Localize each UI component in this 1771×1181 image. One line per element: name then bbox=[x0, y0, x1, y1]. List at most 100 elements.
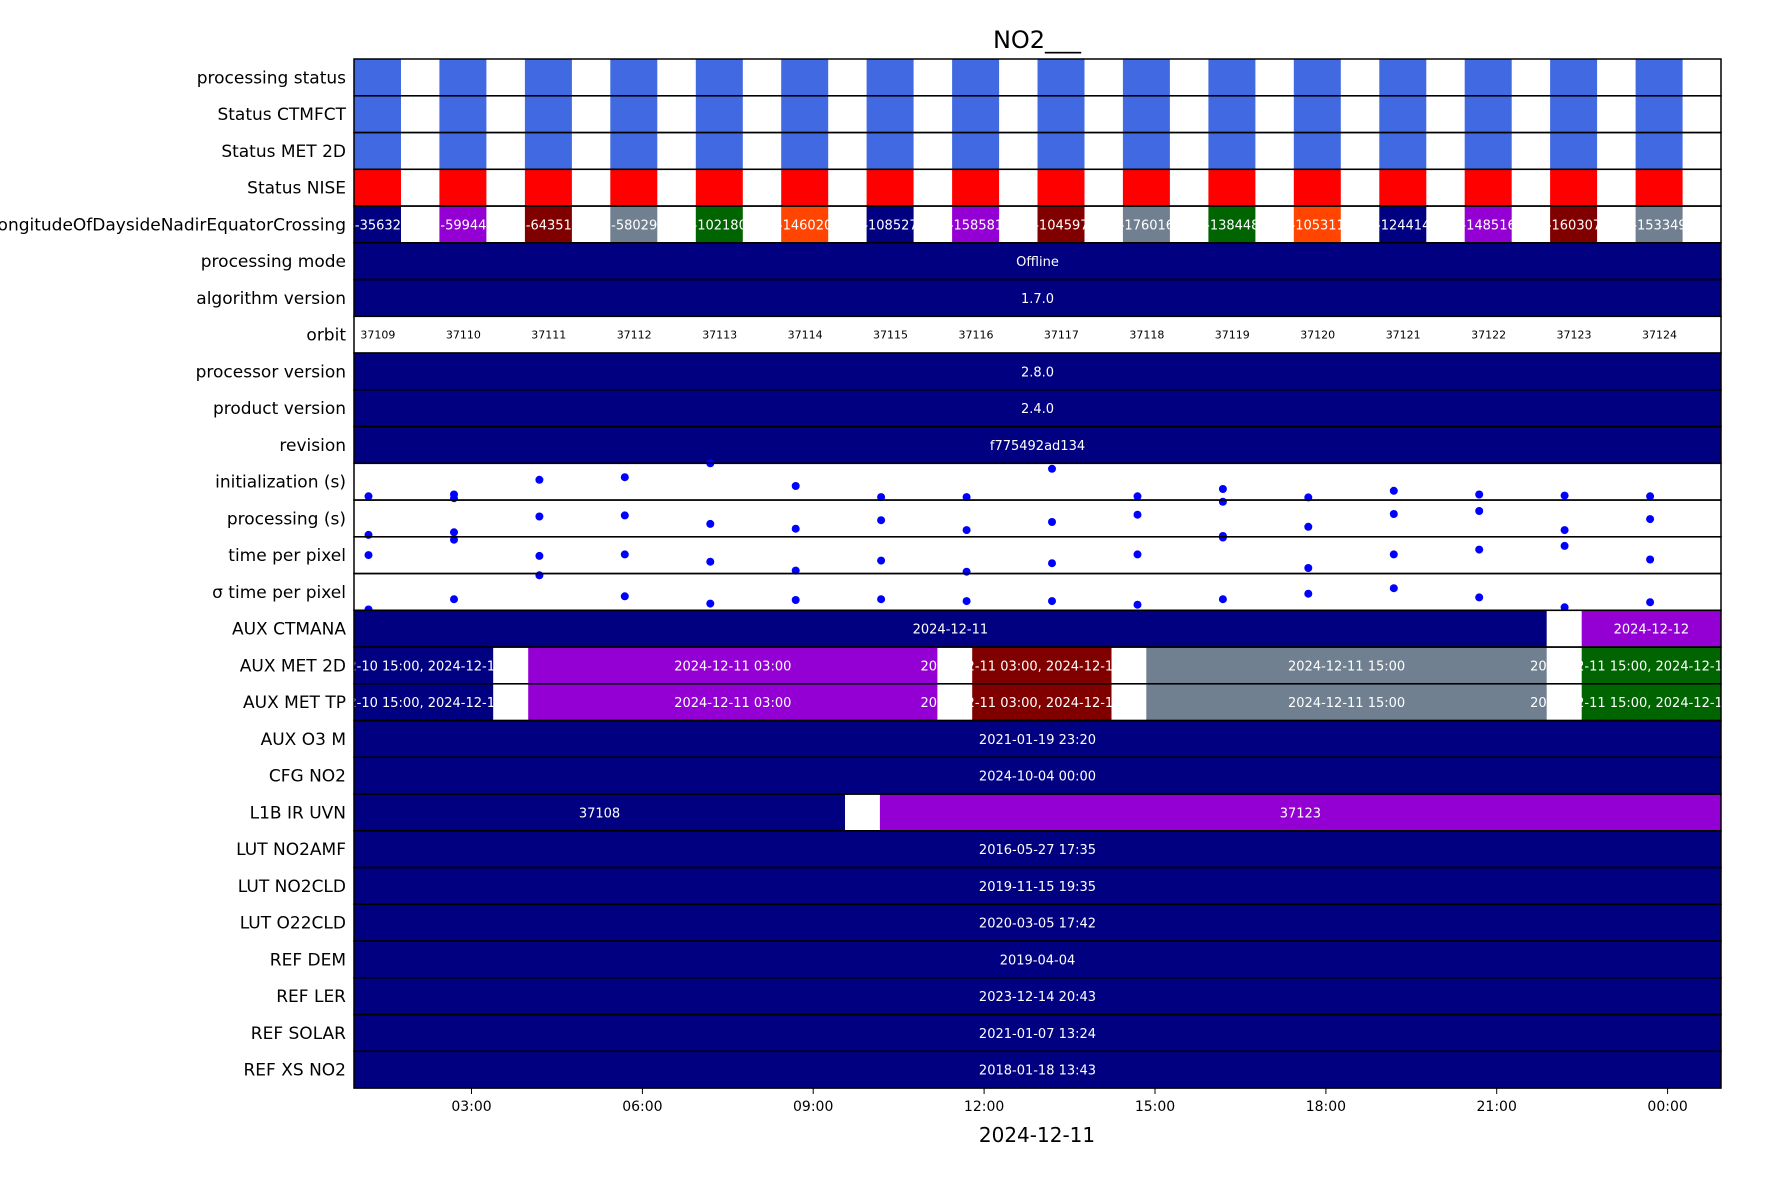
longitude-cell bbox=[610, 206, 658, 243]
span-value: 2019-04-04 bbox=[1000, 953, 1076, 968]
granule-cell bbox=[1635, 59, 1683, 96]
granule-cell bbox=[781, 169, 829, 207]
scatter-point bbox=[1304, 522, 1313, 531]
granule-cell bbox=[781, 132, 829, 170]
granule-cell bbox=[1037, 95, 1085, 133]
row-label: LongitudeOfDaysideNadirEquatorCrossing bbox=[0, 215, 346, 235]
scatter-point bbox=[877, 493, 886, 502]
scatter-point bbox=[535, 512, 544, 521]
span-segment bbox=[972, 683, 1112, 721]
longitude-value: -58029 bbox=[611, 218, 657, 233]
longitude-value: -176016 bbox=[1120, 218, 1174, 233]
scatter-point bbox=[1475, 593, 1484, 602]
span-segment bbox=[354, 242, 1721, 280]
span-value: 2018-01-18 13:43 bbox=[979, 1064, 1096, 1079]
span-value: 2024-12-12 bbox=[1614, 623, 1690, 638]
scatter-point bbox=[1133, 492, 1142, 501]
scatter-point bbox=[1133, 600, 1142, 609]
granule-cell bbox=[695, 59, 743, 96]
row-label: AUX O3 M bbox=[261, 730, 346, 750]
scatter-point bbox=[1389, 486, 1398, 495]
row-label: processor version bbox=[196, 362, 346, 382]
scatter-point bbox=[962, 526, 971, 535]
scatter-point bbox=[877, 595, 886, 604]
scatter-point bbox=[364, 492, 373, 501]
row-label: revision bbox=[279, 436, 346, 456]
x-axis-label: 2024-12-11 bbox=[979, 1123, 1095, 1147]
granule-cell bbox=[1635, 95, 1683, 133]
granule-cell bbox=[866, 59, 914, 96]
chart-title: NO2___ bbox=[993, 26, 1082, 54]
scatter-point bbox=[877, 516, 886, 525]
span-segment bbox=[354, 941, 1721, 978]
longitude-cell bbox=[1293, 206, 1341, 243]
span-segment bbox=[354, 977, 1721, 1015]
longitude-value: -124414 bbox=[1376, 218, 1430, 233]
frame-layer bbox=[353, 58, 1722, 1089]
granule-cell bbox=[1293, 169, 1341, 207]
orbit-number: 37121 bbox=[1386, 329, 1421, 342]
row-label: REF SOLAR bbox=[251, 1024, 346, 1044]
longitude-cell bbox=[781, 206, 829, 243]
granule-cell bbox=[439, 132, 487, 170]
row-label: time per pixel bbox=[228, 546, 346, 566]
row-label: REF XS NO2 bbox=[244, 1061, 347, 1081]
span-value: 2023-12-14 20:43 bbox=[979, 990, 1096, 1005]
granule-cell bbox=[1635, 132, 1683, 170]
scatter-point bbox=[1646, 492, 1655, 501]
row-23: 2020-03-05 17:42 bbox=[354, 904, 1721, 942]
span-value: 2024-12-11 15:00, 2024-12-12 03:00 bbox=[1530, 659, 1771, 674]
span-segment bbox=[1146, 683, 1547, 721]
granule-cell bbox=[952, 169, 1000, 207]
span-segment bbox=[493, 683, 529, 721]
scatter-point bbox=[1133, 550, 1142, 559]
longitude-value: -35632 bbox=[355, 218, 401, 233]
scatter-point bbox=[1475, 507, 1484, 515]
granule-cell bbox=[1550, 59, 1598, 96]
row-frame bbox=[353, 572, 1722, 612]
longitude-value: -148516 bbox=[1461, 218, 1515, 233]
span-segment bbox=[354, 904, 1721, 942]
row-20: 37108 37123 bbox=[354, 794, 1721, 831]
span-segment bbox=[528, 683, 938, 721]
row-label: Status NISE bbox=[247, 179, 346, 199]
scatter-point bbox=[450, 595, 458, 604]
granule-cell bbox=[1208, 169, 1256, 207]
longitude-cell bbox=[524, 206, 572, 243]
scatter-point bbox=[706, 519, 715, 528]
row-17: 2024-12-10 15:00, 2024-12-11 03:00 2024-1… bbox=[354, 683, 1721, 721]
granule-cell bbox=[524, 59, 572, 96]
span-value: 2024-12-11 15:00 bbox=[1288, 696, 1405, 711]
span-segment bbox=[354, 389, 1721, 427]
scatter-point bbox=[1218, 595, 1227, 604]
granule-cell bbox=[781, 59, 829, 96]
longitude-value: -153349 bbox=[1632, 218, 1686, 233]
longitude-value: -158581 bbox=[949, 218, 1003, 233]
span-segment bbox=[354, 610, 1547, 648]
span-value: 2024-12-11 03:00 bbox=[674, 696, 791, 711]
granule-cell bbox=[1208, 95, 1256, 133]
row-label: orbit bbox=[306, 326, 346, 346]
granule-cell bbox=[524, 169, 572, 207]
granule-cell bbox=[866, 95, 914, 133]
span-value: 2.8.0 bbox=[1021, 365, 1054, 380]
scatter-point bbox=[1304, 589, 1313, 598]
orbit-number: 37110 bbox=[446, 329, 481, 342]
span-segment bbox=[972, 647, 1112, 684]
granule-cell bbox=[524, 95, 572, 133]
granule-cell bbox=[1122, 169, 1170, 207]
longitude-value: -102180 bbox=[693, 218, 747, 233]
granule-cell bbox=[695, 132, 743, 170]
scatter-point bbox=[1389, 584, 1398, 593]
row-label: Status MET 2D bbox=[221, 142, 346, 162]
row-label: AUX CTMANA bbox=[232, 620, 346, 640]
x-tick-label: 12:00 bbox=[964, 1099, 1004, 1115]
granule-cell bbox=[1037, 59, 1085, 96]
span-segment bbox=[354, 353, 1721, 390]
granule-cell bbox=[354, 59, 401, 96]
span-segment bbox=[845, 794, 880, 831]
longitude-cell bbox=[1550, 206, 1598, 243]
row-15: 2024-12-11 2024-12-12 bbox=[354, 610, 1721, 648]
span-segment bbox=[1581, 647, 1721, 684]
scatter-point bbox=[791, 524, 800, 533]
